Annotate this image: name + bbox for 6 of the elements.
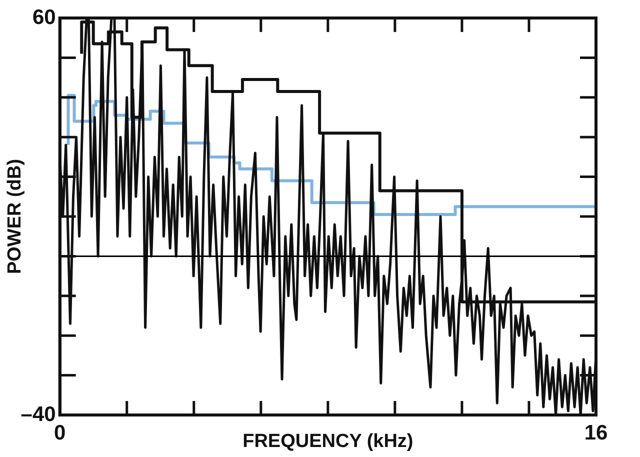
x-axis-title: FREQUENCY (kHz) (242, 430, 414, 452)
y-tick-label: –40 (20, 402, 56, 426)
x-tick-label: 16 (584, 421, 608, 444)
y-axis-title: POWER (dB) (4, 158, 26, 274)
x-tick-label: 0 (54, 421, 66, 444)
y-tick-label: 60 (32, 6, 56, 29)
